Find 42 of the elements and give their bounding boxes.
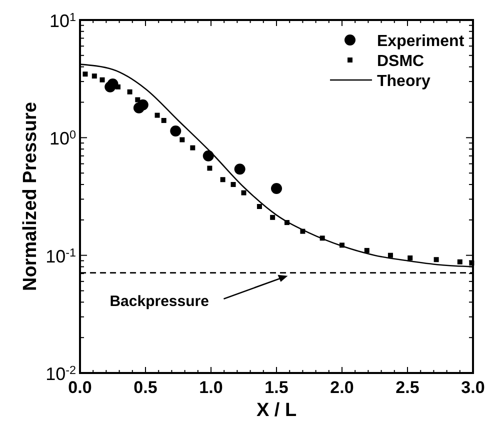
point [234,164,246,175]
y-tick-label: 10$^{-1}$ [46,246,76,266]
x-tick-label: 1.5 [264,378,288,397]
point [270,214,276,220]
point [137,99,148,110]
point [256,204,262,210]
point [207,166,212,171]
x-axis-title: X / L [256,400,297,421]
point [100,77,105,82]
point [135,97,140,102]
x-tick-label: 0.5 [134,378,158,397]
point [190,145,196,150]
point [82,72,88,77]
point [115,84,120,90]
y-tick-label: 10$^{0}$ [49,128,76,149]
x-tick-label: 1.0 [199,378,223,397]
point [388,252,393,258]
point [154,112,160,118]
point [127,89,132,94]
point [170,125,182,136]
y-tick-label: 10$^{1}$ [49,10,76,31]
point [434,257,439,262]
ref-line-label: Backpressure [110,292,209,310]
legend-label: DSMC [377,53,425,70]
point [180,137,185,142]
point [107,78,118,90]
x-tick-label: 2.5 [396,378,420,397]
point [364,248,370,253]
x-tick-label: 2.0 [330,378,354,397]
y-axis-title: Normalized Pressure [20,102,41,292]
point [202,150,214,162]
legend-label: Theory [377,73,430,90]
point [161,118,166,123]
point [220,177,226,182]
point [241,190,246,196]
legend-label: Experiment [377,33,465,50]
point [92,74,97,79]
point [230,182,236,187]
point [457,259,462,264]
point [271,182,282,194]
x-tick-label: 3.0 [461,378,485,397]
point [408,255,413,260]
